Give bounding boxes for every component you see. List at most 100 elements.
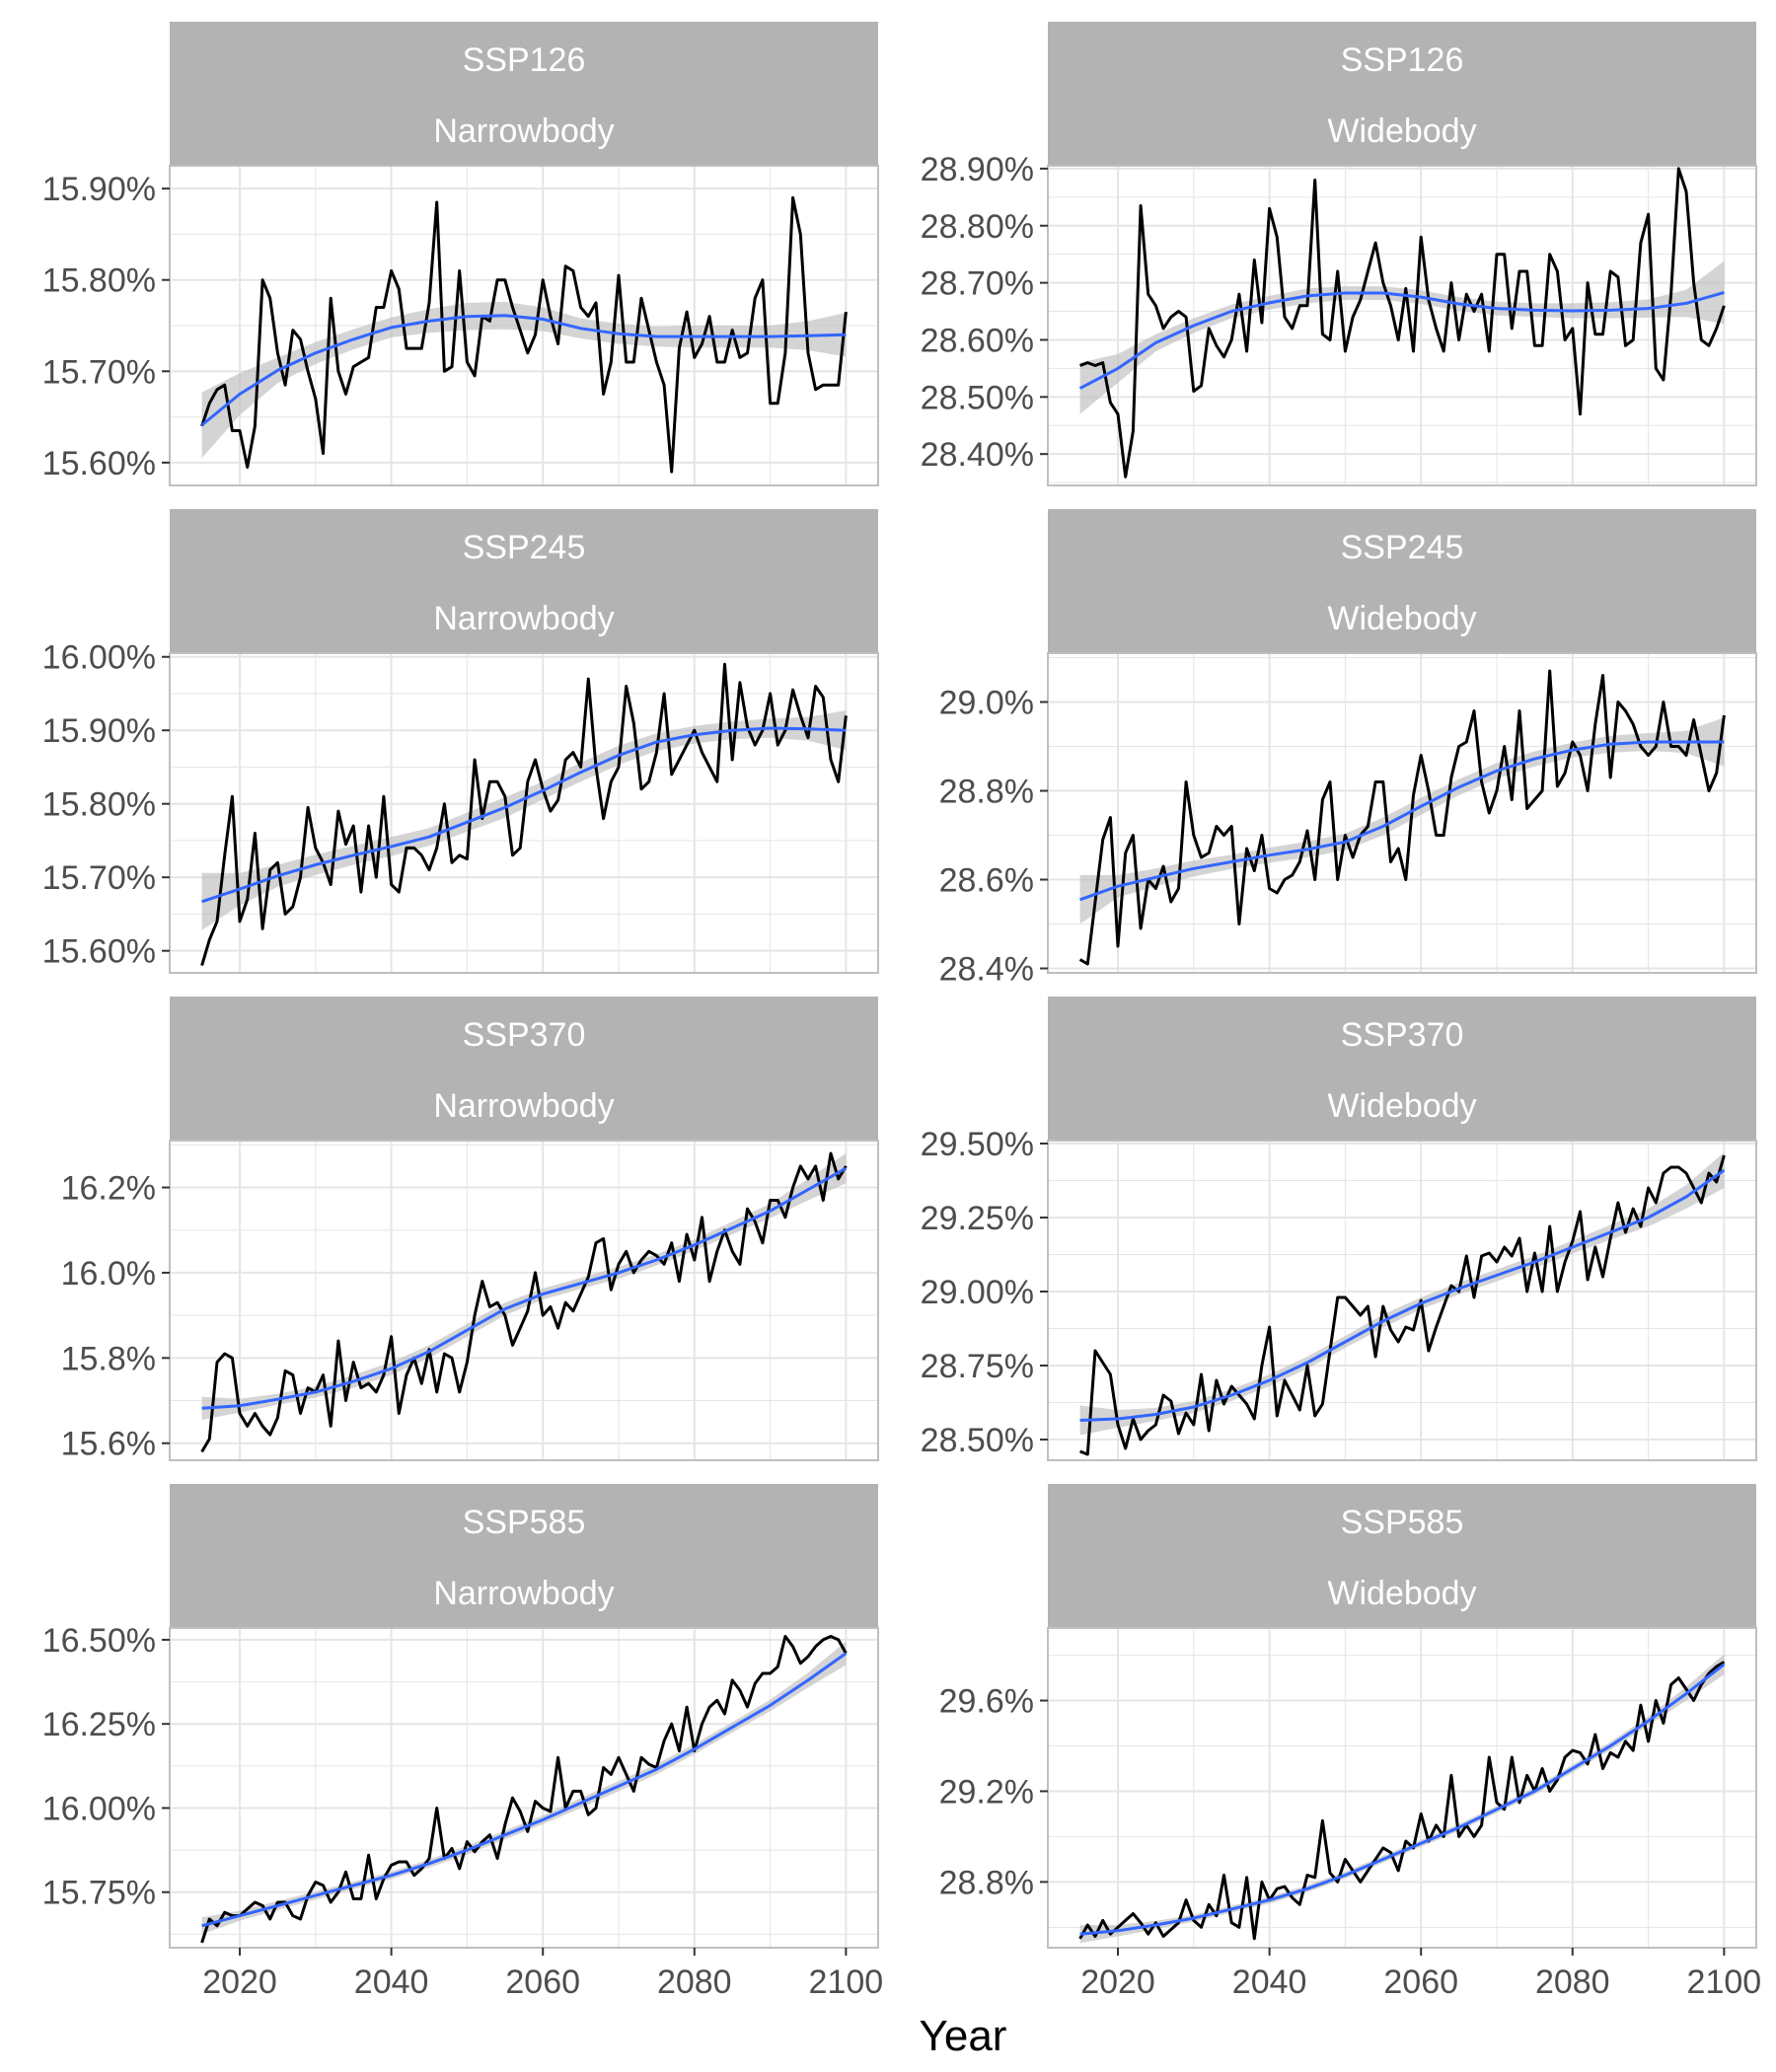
smooth-trend-line bbox=[201, 726, 847, 904]
facet-strip bbox=[170, 22, 878, 166]
confidence-ribbon bbox=[201, 1641, 847, 1935]
x-tick-label: 2100 bbox=[1687, 1963, 1762, 2001]
y-tick-label: 28.75% bbox=[921, 1348, 1034, 1385]
x-tick-label: 2020 bbox=[1080, 1963, 1155, 2001]
confidence-ribbon bbox=[201, 301, 847, 459]
raw-series-line bbox=[1078, 1661, 1726, 1941]
facet-strip bbox=[1048, 509, 1756, 653]
y-tick-label: 29.25% bbox=[921, 1200, 1034, 1237]
facet-panel: SSP585 Narrowbody 15.75% 16.00% 16.25% 16.50%… bbox=[42, 1484, 884, 2001]
panel-border bbox=[169, 652, 879, 974]
y-tick-label: 15.70% bbox=[42, 859, 156, 897]
y-tick-label: 15.8% bbox=[61, 1340, 156, 1377]
y-tick-label: 15.70% bbox=[42, 353, 156, 391]
panel-border bbox=[1047, 1140, 1757, 1461]
facet-panel: SSP126 Narrowbody 15.60% 15.70% 15.80% 15.90% bbox=[42, 22, 879, 486]
smooth-trend-line bbox=[1078, 290, 1725, 390]
plot-background bbox=[1048, 1628, 1756, 1948]
facet-panel: SSP370 Widebody 28.50% 28.75% 29.00% 29.25% 29… bbox=[921, 997, 1757, 1461]
facet-strip bbox=[1048, 997, 1756, 1141]
raw-series-line bbox=[1079, 1154, 1726, 1456]
y-tick-label: 29.50% bbox=[921, 1126, 1034, 1163]
plot-background bbox=[1048, 166, 1756, 485]
facet-body-label: Widebody bbox=[1327, 112, 1476, 150]
y-tick-label: 29.6% bbox=[939, 1683, 1034, 1721]
facet-strip bbox=[1048, 1484, 1756, 1628]
confidence-ribbon bbox=[201, 710, 847, 930]
confidence-ribbon bbox=[1079, 717, 1725, 925]
y-tick-label: 15.90% bbox=[42, 171, 156, 208]
y-tick-label: 28.8% bbox=[939, 774, 1034, 811]
facet-panel: SSP585 Widebody 28.8% 29.2% 29.6% 2020 2040 206… bbox=[939, 1484, 1762, 2001]
panel-border bbox=[1047, 652, 1757, 974]
facet-scenario-label: SSP370 bbox=[1341, 1016, 1464, 1054]
panel-border bbox=[1047, 165, 1757, 486]
x-tick-label: 2060 bbox=[1383, 1963, 1458, 2001]
facet-body-label: Narrowbody bbox=[433, 1575, 614, 1612]
raw-series-line bbox=[200, 1635, 848, 1944]
panel-border bbox=[169, 1627, 879, 1949]
facet-body-label: Narrowbody bbox=[433, 600, 614, 637]
y-tick-label: 28.50% bbox=[921, 1422, 1034, 1459]
facet-scenario-label: SSP126 bbox=[1341, 41, 1464, 79]
x-tick-label: 2080 bbox=[1535, 1963, 1610, 2001]
raw-series-line bbox=[200, 195, 848, 474]
y-tick-label: 16.0% bbox=[61, 1255, 156, 1293]
facet-strip bbox=[170, 1484, 878, 1628]
facet-scenario-label: SSP370 bbox=[463, 1016, 586, 1054]
y-tick-label: 28.8% bbox=[939, 1864, 1034, 1901]
facet-strip bbox=[170, 997, 878, 1141]
y-tick-label: 29.00% bbox=[921, 1274, 1034, 1311]
y-tick-label: 28.80% bbox=[921, 208, 1034, 246]
y-tick-label: 15.80% bbox=[42, 262, 156, 300]
y-tick-label: 15.60% bbox=[42, 933, 156, 971]
x-tick-label: 2040 bbox=[1232, 1963, 1307, 2001]
x-tick-label: 2060 bbox=[505, 1963, 580, 2001]
facet-body-label: Widebody bbox=[1327, 600, 1476, 637]
facet-panel: SSP126 Widebody 28.40% 28.50% 28.60% 28.70% 28… bbox=[921, 22, 1757, 486]
y-tick-label: 15.90% bbox=[42, 712, 156, 750]
raw-series-line bbox=[200, 1151, 848, 1453]
panel-border bbox=[1047, 1627, 1757, 1949]
x-tick-label: 2100 bbox=[809, 1963, 884, 2001]
x-tick-label: 2080 bbox=[657, 1963, 732, 2001]
x-tick-label: 2040 bbox=[354, 1963, 429, 2001]
facet-scenario-label: SSP245 bbox=[463, 529, 586, 566]
facet-scenario-label: SSP245 bbox=[1341, 529, 1464, 566]
y-tick-label: 28.70% bbox=[921, 265, 1034, 303]
facet-body-label: Widebody bbox=[1327, 1087, 1476, 1125]
facet-body-label: Narrowbody bbox=[433, 1087, 614, 1125]
smooth-trend-line bbox=[1079, 1663, 1726, 1936]
y-tick-label: 28.60% bbox=[921, 322, 1034, 359]
y-tick-label: 15.60% bbox=[42, 445, 156, 482]
y-tick-label: 16.00% bbox=[42, 1790, 156, 1827]
y-tick-label: 15.6% bbox=[61, 1426, 156, 1463]
y-tick-label: 15.75% bbox=[42, 1875, 156, 1912]
facet-body-label: Narrowbody bbox=[433, 112, 614, 150]
y-tick-label: 28.4% bbox=[939, 951, 1034, 989]
smooth-trend-line bbox=[1079, 740, 1725, 902]
y-tick-label: 16.2% bbox=[61, 1170, 156, 1208]
facet-strip bbox=[170, 509, 878, 653]
y-tick-label: 28.90% bbox=[921, 151, 1034, 188]
facet-scenario-label: SSP585 bbox=[1341, 1504, 1464, 1541]
y-tick-label: 28.6% bbox=[939, 862, 1034, 900]
facet-body-label: Widebody bbox=[1327, 1575, 1476, 1612]
y-tick-label: 28.40% bbox=[921, 436, 1034, 474]
y-tick-label: 16.00% bbox=[42, 639, 156, 677]
facet-scenario-label: SSP585 bbox=[463, 1504, 586, 1541]
facet-strip bbox=[1048, 22, 1756, 166]
y-tick-label: 15.80% bbox=[42, 786, 156, 824]
x-axis-title: Year bbox=[920, 2012, 1007, 2060]
panel-border bbox=[169, 165, 879, 486]
plot-background bbox=[170, 1628, 878, 1948]
y-tick-label: 28.50% bbox=[921, 379, 1034, 416]
raw-series-line bbox=[200, 662, 848, 967]
facet-panel: SSP370 Narrowbody 15.6% 15.8% 16.0% 16.2% bbox=[61, 997, 879, 1463]
raw-series-line bbox=[1078, 669, 1726, 966]
panel-border bbox=[169, 1140, 879, 1461]
smooth-trend-line bbox=[200, 314, 847, 427]
smooth-trend-line bbox=[201, 1166, 848, 1410]
y-tick-label: 16.50% bbox=[42, 1622, 156, 1660]
